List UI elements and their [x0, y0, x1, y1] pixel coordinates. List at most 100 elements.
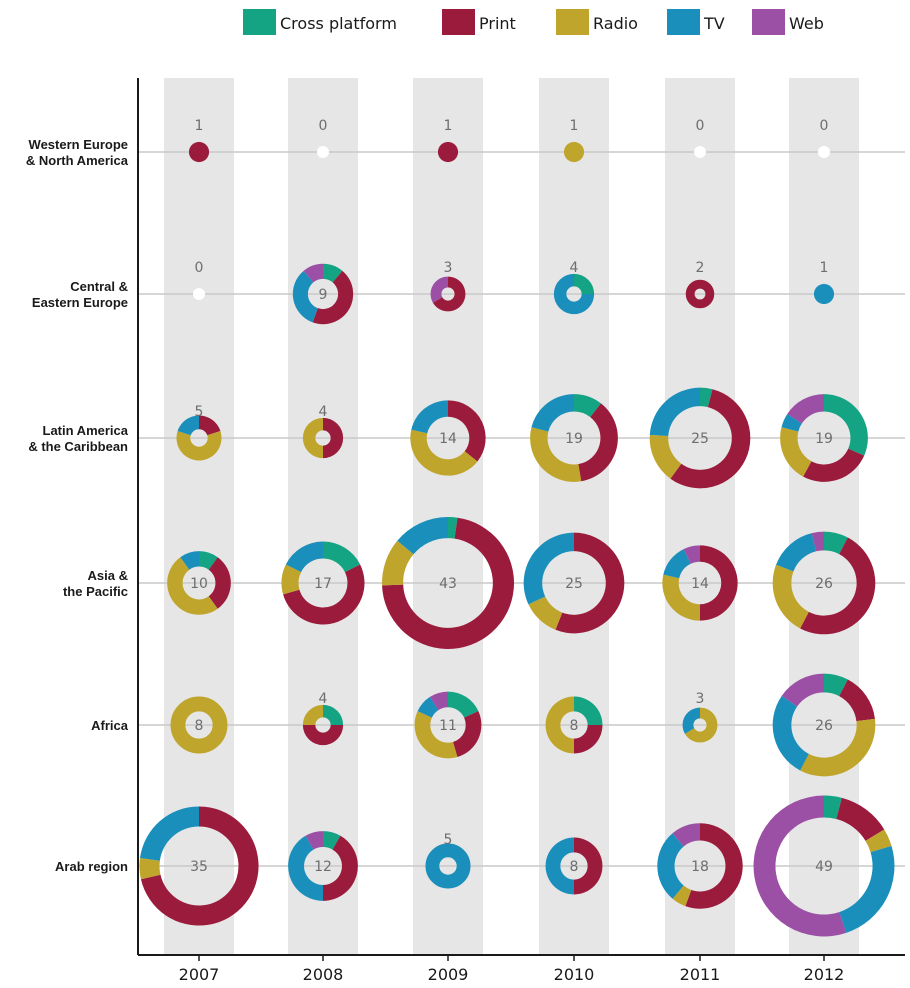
count-label: 4 — [570, 260, 579, 276]
donut-segment-cross-platform — [574, 273, 595, 294]
count-label: 43 — [439, 576, 457, 592]
legend-label: Print — [479, 14, 516, 33]
year-label-2010: 2010 — [554, 965, 595, 984]
donut-segment-tv — [177, 415, 199, 436]
donut-segment-radio — [302, 704, 323, 725]
donut-segment-print — [140, 806, 259, 926]
donut-segment-tv — [425, 843, 471, 889]
donut-segment-radio — [410, 429, 478, 476]
donut-segment-radio — [865, 829, 892, 853]
donut-asia-the-pacific-2007: 10 — [167, 551, 231, 615]
count-label: 0 — [319, 118, 328, 134]
legend-label: TV — [703, 14, 725, 33]
donut-segment-tv — [180, 551, 199, 570]
donut-segment-tv — [553, 273, 595, 315]
count-label: 9 — [319, 287, 328, 303]
donut-segment-cross-platform — [824, 795, 842, 820]
legend: Cross platform Print Radio TV Web — [243, 9, 824, 35]
donut-segment-print — [323, 835, 358, 901]
donut-segment-web — [303, 263, 323, 283]
row-label-asia-the-pacific: Asia & the Pacific — [63, 568, 128, 599]
donut-segment-print — [302, 725, 344, 746]
donut-segment-tv — [545, 837, 574, 895]
donut-segment-tv — [139, 806, 199, 861]
donut-africa-2008: 4 — [302, 691, 344, 746]
donut-segment-radio — [414, 711, 458, 759]
count-label: 5 — [444, 832, 453, 848]
column-band-2009 — [413, 78, 483, 955]
donut-segment-print — [574, 725, 603, 754]
count-label: 18 — [691, 859, 709, 875]
donut-segment-print — [208, 557, 231, 609]
donut-segment-tv — [531, 394, 574, 432]
donut-western-europe-north-america-2008: 0 — [317, 118, 329, 158]
count-label: 5 — [195, 404, 204, 420]
count-label: 19 — [815, 431, 833, 447]
donut-segment-tv — [813, 283, 835, 305]
donut-segment-cross-platform — [574, 394, 601, 418]
donut-segment-tv — [781, 414, 802, 432]
donut-africa-2010: 8 — [545, 696, 603, 754]
donut-segment-print — [199, 415, 221, 436]
donut-segment-tv — [288, 835, 323, 901]
legend-item-print: Print — [442, 9, 516, 35]
legend-swatch-tv — [667, 9, 700, 35]
donut-segment-radio — [170, 696, 228, 754]
year-label-2012: 2012 — [804, 965, 845, 984]
donut-segment-web — [672, 823, 700, 847]
donut-segment-radio — [772, 564, 809, 629]
count-label: 25 — [691, 431, 709, 447]
donut-segment-tv — [417, 696, 439, 718]
donut-asia-the-pacific-2010: 25 — [523, 532, 625, 634]
donut-segment-print — [839, 679, 875, 722]
legend-item-cross-platform: Cross platform — [243, 9, 397, 35]
donut-segment-web — [305, 831, 323, 850]
donut-central-eastern-europe-2012: 1 — [813, 260, 835, 305]
donut-segment-web — [811, 531, 824, 552]
donut-segment-print — [670, 389, 751, 489]
count-label: 12 — [314, 859, 332, 875]
count-label: 1 — [570, 118, 579, 134]
donut-segment-print — [382, 517, 514, 649]
empty-marker — [193, 288, 205, 300]
donut-asia-the-pacific-2008: 17 — [281, 541, 365, 625]
donut-western-europe-north-america-2011: 0 — [694, 118, 706, 158]
donut-segment-print — [836, 797, 885, 841]
legend-item-tv: TV — [667, 9, 725, 35]
donut-segment-tv — [523, 532, 574, 605]
count-label: 11 — [439, 718, 457, 734]
donut-segment-print — [700, 545, 738, 621]
row-label-western-europe-north-america: Western Europe & North America — [26, 137, 129, 168]
donut-segment-radio — [662, 574, 700, 621]
donut-central-eastern-europe-2007: 0 — [193, 260, 205, 300]
donut-segment-cross-platform — [700, 387, 713, 408]
donut-segment-radio — [281, 564, 302, 595]
legend-label: Cross platform — [280, 14, 397, 33]
count-label: 1 — [195, 118, 204, 134]
donut-arab-region-2011: 18 — [657, 823, 743, 909]
donut-segment-print — [312, 270, 354, 325]
donut-segment-radio — [167, 557, 218, 615]
donut-segment-tv — [682, 707, 700, 734]
legend-item-radio: Radio — [556, 9, 638, 35]
count-label: 17 — [314, 576, 332, 592]
donut-segment-print — [283, 564, 365, 625]
row-label-latin-america-the-caribbean: Latin America & the Caribbean — [28, 423, 128, 454]
donut-segment-radio — [545, 696, 574, 754]
donut-segment-print — [574, 837, 603, 895]
donut-latin-america-the-caribbean-2009: 14 — [410, 400, 486, 476]
donut-latin-america-the-caribbean-2007: 5 — [176, 404, 222, 461]
donut-segment-print — [432, 276, 466, 312]
donut-segment-radio — [528, 596, 563, 630]
donut-segment-radio — [302, 417, 323, 459]
donut-segment-cross-platform — [323, 704, 344, 725]
donut-segment-print — [323, 417, 344, 459]
donut-africa-2009: 11 — [414, 691, 482, 759]
legend-label: Radio — [593, 14, 638, 33]
count-label: 19 — [565, 431, 583, 447]
donut-segment-print — [448, 400, 486, 462]
donut-segment-cross-platform — [824, 673, 848, 697]
donut-segment-radio — [176, 431, 222, 461]
